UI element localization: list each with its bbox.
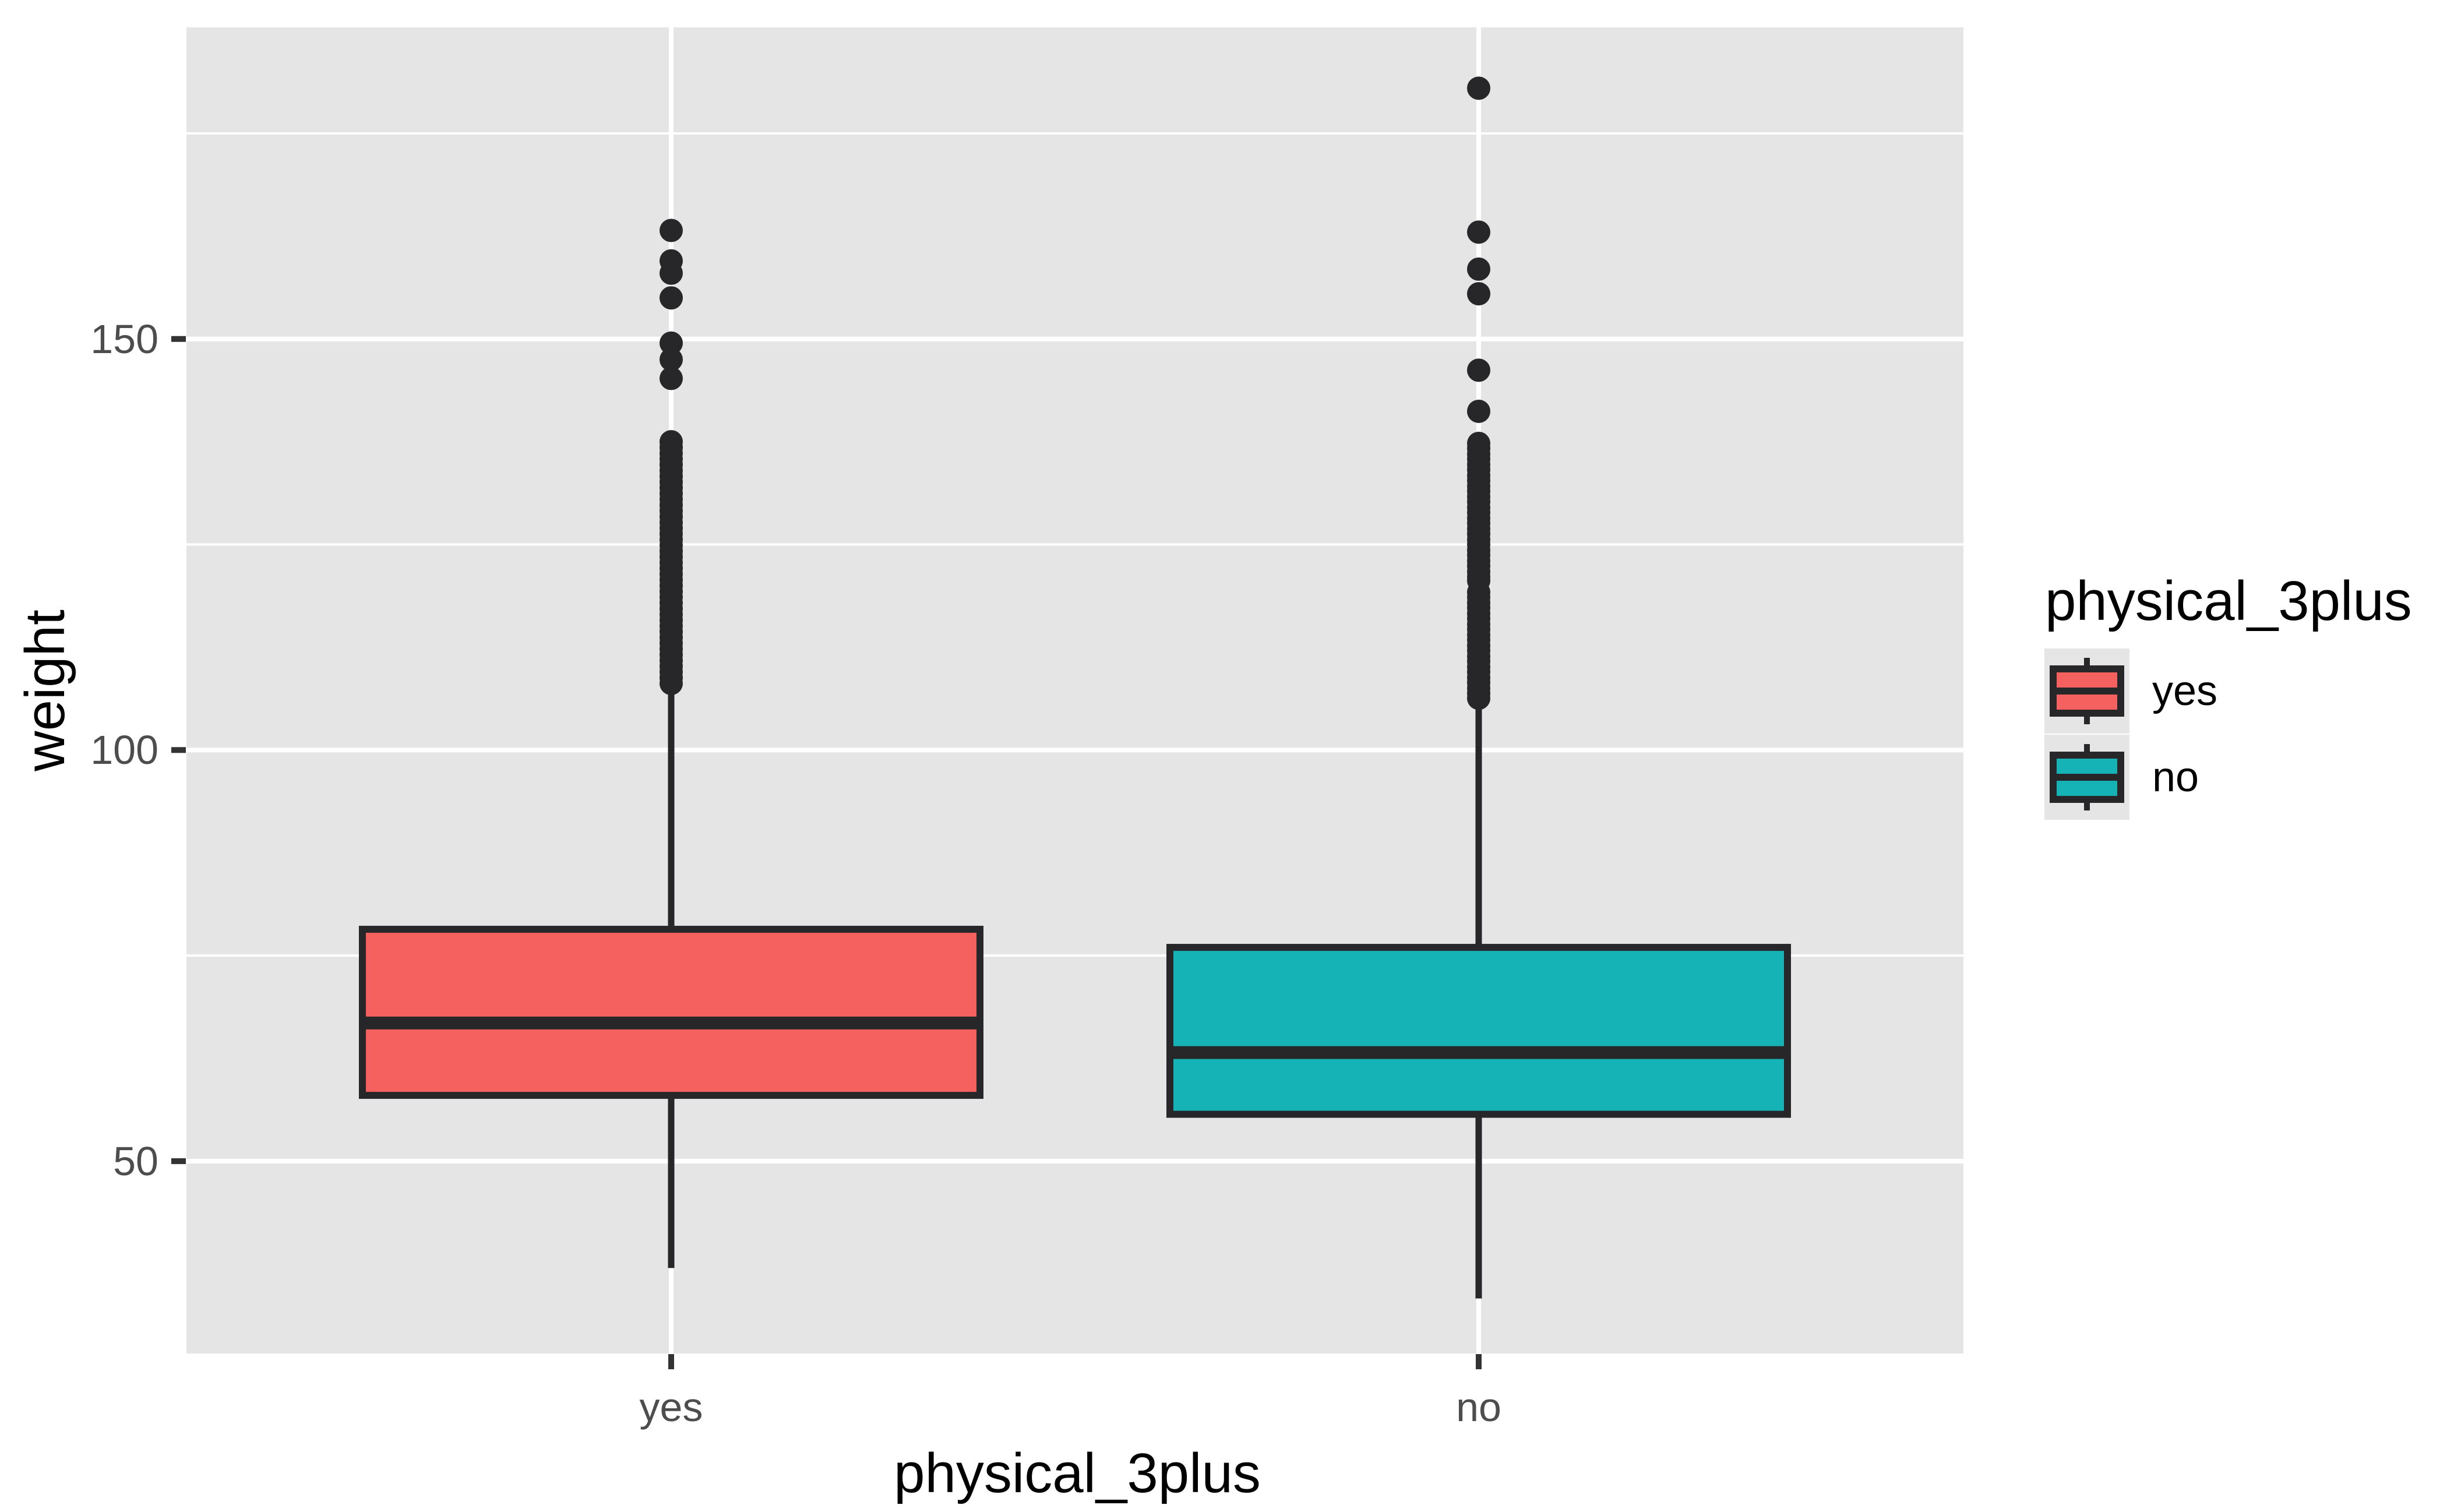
outlier-dot-yes	[660, 261, 683, 285]
outlier-dot-yes	[660, 331, 683, 355]
x-tick-label-yes: yes	[639, 1384, 703, 1430]
panel-background	[186, 27, 1963, 1354]
outlier-dot-yes	[660, 672, 683, 696]
outlier-dot-yes	[660, 366, 683, 390]
y-tick-label-50: 50	[113, 1139, 158, 1184]
outlier-dot-no	[1467, 257, 1490, 281]
outlier-dot-no	[1467, 282, 1490, 306]
legend-label-yes: yes	[2152, 668, 2218, 714]
outlier-dot-no	[1467, 220, 1490, 244]
y-tick-label-100: 100	[90, 727, 158, 773]
legend-label-no: no	[2152, 754, 2199, 801]
y-axis-title: weight	[14, 609, 76, 771]
x-axis-title: physical_3plus	[894, 1442, 1261, 1504]
outlier-dot-no	[1467, 76, 1490, 100]
box-yes	[359, 925, 983, 1099]
outlier-dot-no	[1467, 686, 1490, 710]
outlier-dot-yes	[660, 218, 683, 242]
outlier-dot-yes	[660, 348, 683, 372]
outlier-dot-no	[1467, 399, 1490, 423]
outlier-dot-yes	[660, 286, 683, 310]
legend-title: physical_3plus	[2045, 570, 2412, 632]
box-no	[1166, 943, 1791, 1118]
y-tick-label-150: 150	[90, 316, 158, 362]
x-tick-label-no: no	[1456, 1384, 1501, 1430]
outlier-dot-no	[1467, 358, 1490, 382]
